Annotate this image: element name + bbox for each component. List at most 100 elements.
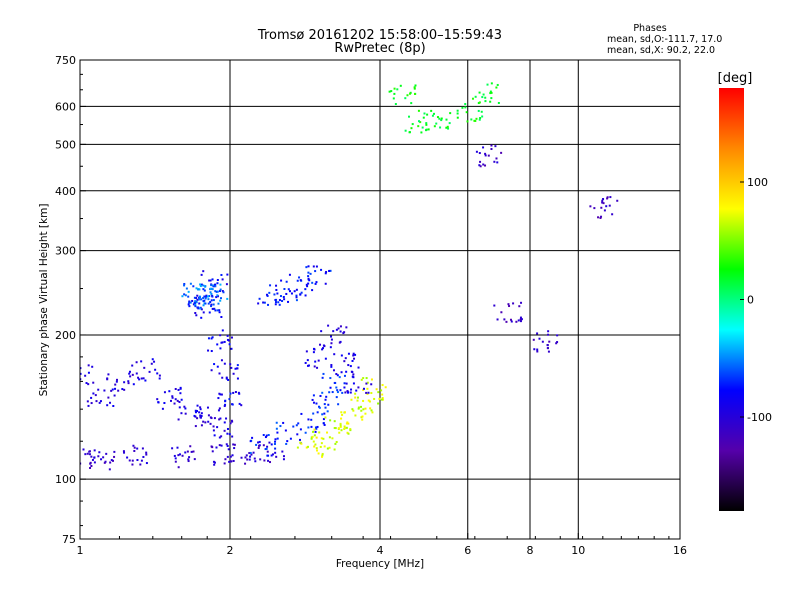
echo-point	[177, 418, 180, 421]
echo-point	[339, 425, 342, 428]
echo-point	[246, 458, 249, 461]
echo-point	[611, 213, 614, 216]
echo-point	[320, 437, 323, 440]
echo-point	[213, 434, 216, 437]
echo-point	[127, 380, 130, 383]
echo-point	[465, 111, 468, 114]
echo-point	[216, 343, 219, 346]
echo-point	[199, 285, 202, 288]
echo-point	[232, 443, 235, 446]
echo-point	[145, 451, 148, 454]
echo-point	[436, 116, 439, 119]
echo-point	[210, 417, 213, 420]
echo-point	[194, 409, 197, 412]
echo-point	[262, 433, 265, 436]
echo-point	[89, 466, 92, 469]
echo-point	[157, 401, 160, 404]
echo-point	[202, 296, 205, 299]
echo-point	[355, 389, 358, 392]
x-tick-label: 4	[377, 544, 384, 557]
echo-point	[218, 444, 221, 447]
echo-point	[230, 347, 233, 350]
echo-point	[226, 444, 229, 447]
echo-point	[199, 307, 202, 310]
echo-point	[218, 418, 221, 421]
echo-point	[271, 453, 274, 456]
echo-point	[314, 282, 317, 285]
echo-point	[282, 455, 285, 458]
echo-point	[212, 429, 215, 432]
echo-point	[380, 389, 383, 392]
echo-point	[250, 453, 253, 456]
echo-point	[493, 160, 496, 163]
y-tick-label: 500	[55, 138, 76, 151]
echo-point	[200, 415, 203, 418]
echo-point	[212, 303, 215, 306]
echo-point	[333, 420, 336, 423]
echo-point	[599, 217, 602, 220]
echo-point	[198, 302, 201, 305]
echo-point	[204, 421, 207, 424]
echo-point	[314, 430, 317, 433]
echo-point	[224, 399, 227, 402]
echo-point	[173, 402, 176, 405]
echo-point	[189, 445, 192, 448]
echo-point	[141, 447, 144, 450]
echo-point	[234, 391, 237, 394]
echo-point	[484, 164, 487, 167]
echo-point	[187, 458, 190, 461]
echo-point	[221, 290, 224, 293]
echo-point	[198, 411, 201, 414]
echo-point	[207, 298, 210, 301]
echo-point	[228, 398, 231, 401]
echo-point	[509, 318, 512, 321]
echo-point	[221, 329, 224, 332]
echo-point	[381, 384, 384, 387]
echo-point	[354, 414, 357, 417]
echo-point	[123, 381, 126, 384]
echo-point	[105, 452, 108, 455]
echo-point	[80, 372, 82, 375]
echo-point	[312, 351, 315, 354]
echo-point	[445, 118, 448, 121]
echo-point	[128, 370, 131, 373]
echo-point	[210, 303, 213, 306]
echo-point	[307, 265, 310, 268]
echo-point	[74, 366, 76, 368]
echo-point	[601, 201, 604, 204]
echo-point	[249, 451, 252, 454]
echo-point	[536, 348, 539, 351]
echo-point	[110, 459, 113, 462]
echo-point	[194, 311, 197, 314]
echo-point	[417, 120, 420, 123]
echo-point	[312, 347, 315, 350]
echo-point	[404, 129, 407, 132]
echo-point	[288, 290, 291, 293]
echo-point	[446, 125, 449, 128]
echo-point	[209, 279, 212, 282]
echo-point	[274, 447, 277, 450]
y-tick-label: 400	[55, 185, 76, 198]
echo-point	[507, 303, 510, 306]
echo-point	[257, 441, 260, 444]
echo-point	[394, 103, 397, 106]
echo-point	[319, 394, 322, 397]
echo-point	[278, 303, 281, 306]
echo-point	[285, 292, 288, 295]
echo-point	[474, 95, 477, 98]
echo-point	[317, 359, 320, 362]
echo-point	[312, 401, 315, 404]
echo-point	[210, 284, 213, 287]
echo-point	[238, 402, 241, 405]
echo-point	[316, 366, 319, 369]
echo-point	[213, 307, 216, 310]
echo-point	[274, 301, 277, 304]
echo-point	[212, 425, 215, 428]
echo-point	[209, 301, 212, 304]
echo-point	[218, 311, 221, 314]
echo-point	[127, 382, 130, 385]
echo-point	[145, 462, 148, 465]
echo-point	[90, 402, 93, 405]
echo-point	[158, 374, 161, 377]
